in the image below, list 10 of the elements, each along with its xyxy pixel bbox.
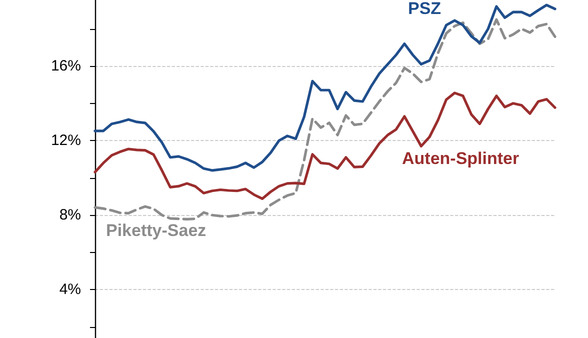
y-tick-label: 16% — [50, 58, 81, 75]
series-label: Piketty-Saez — [106, 221, 206, 240]
y-tick-label: 12% — [50, 132, 81, 150]
line-series — [94, 92, 556, 200]
y-tick-label: 8% — [59, 206, 81, 224]
series-label: Auten-Splinter — [402, 149, 520, 168]
line-series — [94, 4, 556, 172]
y-tick-label: 4% — [59, 281, 81, 298]
line-series — [94, 18, 556, 220]
series-label: PSZ — [408, 0, 442, 18]
